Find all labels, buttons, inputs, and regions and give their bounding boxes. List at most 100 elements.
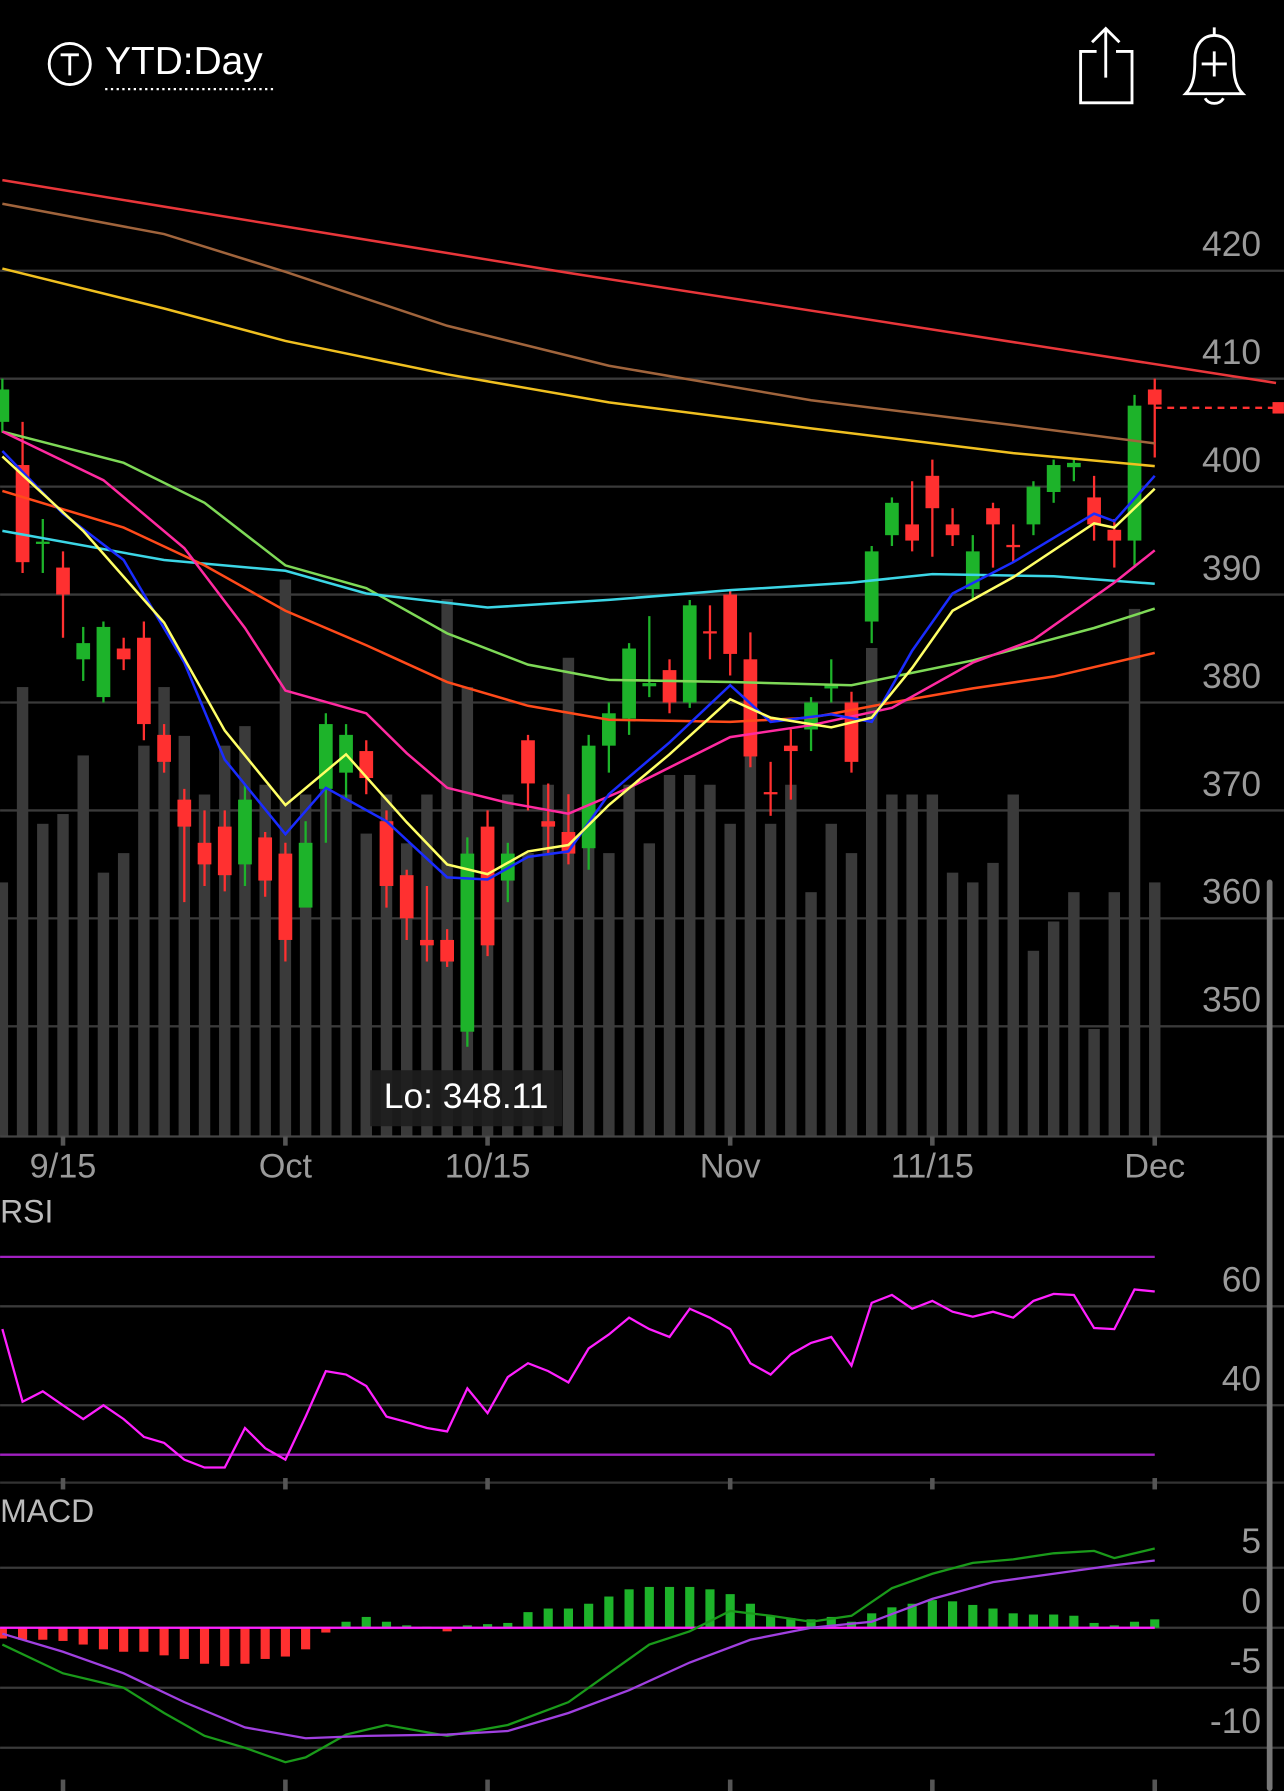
candle bbox=[885, 497, 899, 546]
y-tick-label: -5 bbox=[1230, 1641, 1261, 1681]
macd-histogram-bar bbox=[927, 1600, 937, 1628]
candle bbox=[440, 929, 454, 967]
volume-bar bbox=[886, 794, 898, 1137]
candle bbox=[35, 518, 50, 573]
moving-average-line bbox=[2, 430, 1156, 687]
volume-bar bbox=[299, 794, 312, 1137]
macd-histogram-bar bbox=[685, 1586, 695, 1628]
candle bbox=[642, 616, 657, 698]
y-tick-label: 60 bbox=[1222, 1260, 1261, 1300]
candle bbox=[864, 545, 879, 644]
candle-body bbox=[480, 826, 495, 946]
volume-bar bbox=[785, 784, 797, 1137]
candle-body bbox=[217, 826, 232, 876]
macd-histogram-bar bbox=[968, 1604, 978, 1628]
candle bbox=[56, 551, 70, 638]
volume-bar bbox=[562, 657, 575, 1137]
candle-body bbox=[905, 524, 919, 541]
y-tick-label: 370 bbox=[1202, 764, 1261, 804]
y-tick-label: 380 bbox=[1202, 656, 1261, 696]
candle-body bbox=[1026, 486, 1041, 525]
macd-histogram-bar bbox=[1089, 1622, 1099, 1628]
candle bbox=[96, 621, 111, 703]
candle-body bbox=[1067, 462, 1081, 468]
macd-histogram-bar bbox=[826, 1616, 836, 1628]
macd-histogram-bar bbox=[887, 1607, 897, 1628]
volume-bar bbox=[57, 814, 69, 1137]
macd-histogram-bar bbox=[604, 1596, 614, 1628]
candle-body bbox=[521, 740, 535, 784]
volume-bar bbox=[1108, 892, 1121, 1137]
volume-bar bbox=[805, 892, 817, 1137]
candle-body bbox=[885, 502, 899, 536]
alert-button[interactable] bbox=[1182, 27, 1247, 105]
macd-histogram-bar bbox=[402, 1625, 412, 1628]
candle bbox=[602, 702, 616, 773]
volume-bar bbox=[239, 726, 251, 1137]
bell-icon-detail bbox=[1201, 27, 1227, 105]
candle-body bbox=[763, 792, 778, 795]
volume-bar bbox=[441, 599, 453, 1137]
x-tick-label: 9/15 bbox=[30, 1148, 97, 1186]
candle-body bbox=[379, 821, 394, 886]
volume-bar bbox=[684, 774, 696, 1137]
candle bbox=[763, 761, 778, 816]
macd-line bbox=[1, 1547, 1156, 1764]
candle-body bbox=[298, 842, 313, 908]
candle-body bbox=[35, 541, 50, 544]
candle bbox=[460, 837, 475, 1047]
candle-body bbox=[602, 713, 616, 746]
volume-bar bbox=[37, 823, 49, 1137]
candle bbox=[783, 729, 798, 800]
volume-bar bbox=[158, 687, 170, 1137]
scrollbar[interactable] bbox=[1266, 879, 1273, 1791]
candle bbox=[965, 535, 980, 600]
macd-histogram-bar bbox=[806, 1619, 816, 1628]
volume-bar bbox=[1088, 1028, 1100, 1137]
volume-bar bbox=[320, 784, 332, 1137]
macd-histogram-bar bbox=[1109, 1625, 1119, 1628]
candle bbox=[905, 481, 919, 552]
candle-body bbox=[986, 508, 1000, 525]
candle bbox=[1006, 524, 1021, 563]
macd-histogram-bar bbox=[18, 1627, 28, 1640]
moving-average-line bbox=[1, 430, 1156, 816]
macd-histogram-bar bbox=[644, 1586, 654, 1628]
timeframe-label: YTD:Day bbox=[105, 40, 263, 83]
macd-histogram-bar bbox=[442, 1627, 452, 1632]
timeframe-button[interactable]: YTD:Day bbox=[47, 40, 275, 91]
volume-bar bbox=[643, 843, 656, 1137]
macd-histogram-bar bbox=[1008, 1613, 1018, 1628]
macd-histogram-bar bbox=[260, 1627, 270, 1659]
moving-average-line bbox=[2, 267, 1155, 468]
macd-histogram-bar bbox=[1129, 1621, 1140, 1628]
candle bbox=[1026, 481, 1041, 536]
candle-body bbox=[116, 648, 131, 660]
candle bbox=[1087, 475, 1101, 541]
candle-body bbox=[0, 389, 10, 422]
candle-body bbox=[258, 837, 273, 881]
share-button[interactable] bbox=[1079, 26, 1134, 105]
candle-body bbox=[1046, 465, 1061, 493]
x-tick-label: 11/15 bbox=[891, 1148, 974, 1186]
volume-bar bbox=[117, 853, 130, 1137]
macd-histogram-bar bbox=[664, 1586, 675, 1628]
candle bbox=[521, 734, 535, 811]
macd-histogram-bar bbox=[119, 1627, 129, 1652]
volume-bar bbox=[845, 853, 858, 1137]
macd-histogram-bar bbox=[462, 1625, 472, 1628]
candle-body bbox=[824, 685, 839, 689]
candle-body bbox=[1107, 529, 1122, 541]
volume-bar bbox=[825, 823, 837, 1137]
candle bbox=[76, 626, 91, 681]
candle-body bbox=[440, 939, 454, 962]
volume-bar bbox=[1007, 794, 1019, 1137]
macd-histogram-bar bbox=[948, 1601, 958, 1628]
candle-body bbox=[238, 799, 252, 865]
candle-body bbox=[15, 465, 30, 563]
volume-bar bbox=[77, 755, 89, 1137]
volume-bar bbox=[502, 794, 514, 1137]
macd-histogram-bar bbox=[38, 1627, 48, 1640]
volume-bar bbox=[906, 794, 918, 1137]
